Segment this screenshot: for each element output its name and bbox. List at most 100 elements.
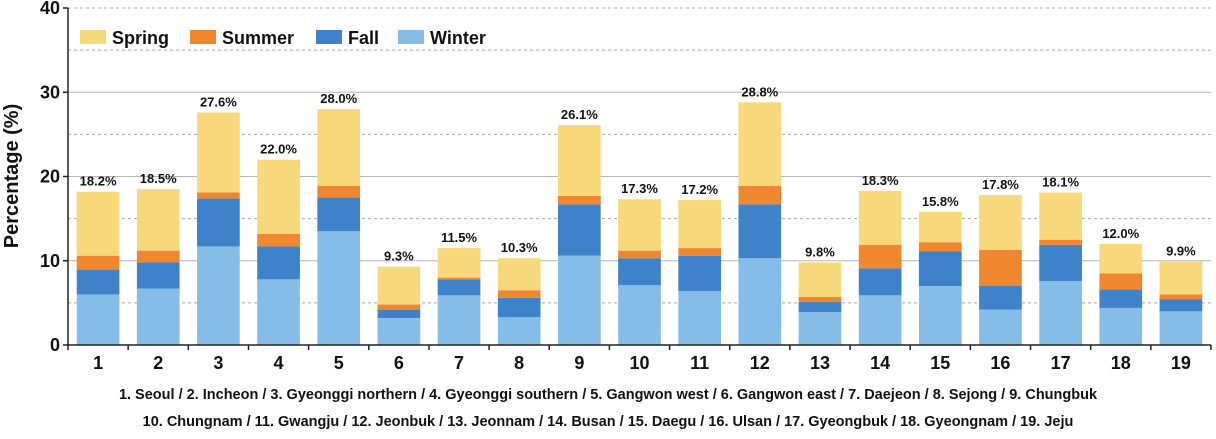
bar-winter-16 xyxy=(979,309,1022,345)
bar-summer-1 xyxy=(76,255,120,271)
bar-fall-3 xyxy=(197,198,240,247)
data-label-19: 9.9% xyxy=(1166,244,1196,259)
x-tick-label-18: 18 xyxy=(1111,353,1131,373)
bar-fall-11 xyxy=(678,255,722,292)
bar-fall-8 xyxy=(497,297,541,318)
bar-winter-10 xyxy=(618,285,661,345)
data-label-9: 26.1% xyxy=(561,107,598,122)
bar-winter-15 xyxy=(918,286,962,345)
bar-summer-4 xyxy=(257,233,300,247)
x-tick-label-9: 9 xyxy=(574,353,584,373)
region-caption-line-2: 10. Chungnam / 11. Gwangju / 12. Jeonbuk… xyxy=(142,414,1074,430)
bar-summer-12 xyxy=(738,185,782,205)
data-label-4: 22.0% xyxy=(260,142,297,157)
x-tick-label-11: 11 xyxy=(690,353,709,373)
bar-winter-18 xyxy=(1099,307,1143,345)
bar-summer-14 xyxy=(858,244,902,269)
bar-spring-2 xyxy=(136,189,180,251)
bar-summer-10 xyxy=(618,250,661,259)
data-label-8: 10.3% xyxy=(501,240,538,255)
data-label-12: 28.8% xyxy=(741,84,778,99)
bar-winter-4 xyxy=(257,279,300,345)
legend-swatch-fall xyxy=(316,30,342,44)
legend: Spring Summer Fall Winter xyxy=(80,28,486,48)
bar-winter-2 xyxy=(136,288,180,345)
bar-fall-16 xyxy=(979,286,1022,310)
bar-spring-15 xyxy=(918,211,962,243)
y-tick-label-20: 20 xyxy=(40,167,60,187)
stacked-bar-chart: 18.2% 18.5% 27.6% 22.0% 28.0% 9.3% 11.5% 10.3% 2… xyxy=(1,0,1212,373)
bar-spring-19 xyxy=(1159,261,1203,295)
data-label-17: 18.1% xyxy=(1042,175,1079,190)
data-label-11: 17.2% xyxy=(681,182,718,197)
bar-winter-1 xyxy=(76,294,120,345)
x-tick-label-10: 10 xyxy=(629,353,649,373)
bar-spring-7 xyxy=(437,248,481,278)
data-label-1: 18.2% xyxy=(80,174,117,189)
bars: 18.2% 18.5% 27.6% 22.0% 28.0% 9.3% 11.5% 10.3% 2… xyxy=(76,84,1203,345)
data-label-6: 9.3% xyxy=(384,249,414,264)
bar-winter-6 xyxy=(377,318,421,345)
y-tick-label-10: 10 xyxy=(40,251,60,271)
legend-label-summer: Summer xyxy=(222,28,294,48)
bar-winter-14 xyxy=(858,295,902,345)
y-axis-label: Percentage (%) xyxy=(1,104,23,249)
data-label-5: 28.0% xyxy=(320,91,357,106)
data-label-14: 18.3% xyxy=(862,173,899,188)
x-tick-label-19: 19 xyxy=(1171,353,1191,373)
bar-winter-12 xyxy=(738,258,782,345)
bar-winter-17 xyxy=(1039,280,1082,345)
bar-fall-1 xyxy=(76,270,120,295)
bar-spring-4 xyxy=(257,159,300,234)
bar-winter-11 xyxy=(678,291,722,345)
y-tick-label-40: 40 xyxy=(40,0,60,18)
bar-spring-11 xyxy=(678,200,722,249)
bar-winter-5 xyxy=(317,231,361,345)
bar-spring-16 xyxy=(979,195,1022,250)
y-tick-label-30: 30 xyxy=(40,82,60,102)
data-label-18: 12.0% xyxy=(1102,226,1139,241)
data-label-13: 9.8% xyxy=(805,244,835,259)
x-tick-label-5: 5 xyxy=(334,353,344,373)
legend-swatch-spring xyxy=(80,30,106,44)
x-tick-label-15: 15 xyxy=(930,353,950,373)
data-label-16: 17.8% xyxy=(982,177,1019,192)
bar-fall-9 xyxy=(557,204,601,256)
bar-winter-3 xyxy=(197,246,240,345)
bar-fall-17 xyxy=(1039,244,1082,281)
legend-label-fall: Fall xyxy=(348,28,379,48)
bar-summer-19 xyxy=(1159,294,1203,300)
legend-swatch-winter xyxy=(398,30,424,44)
bar-summer-2 xyxy=(136,250,180,263)
bar-spring-1 xyxy=(76,191,120,256)
legend-swatch-summer xyxy=(190,30,216,44)
bar-summer-16 xyxy=(979,249,1022,287)
x-tick-label-2: 2 xyxy=(153,353,163,373)
x-tick-label-14: 14 xyxy=(870,353,890,373)
bar-fall-5 xyxy=(317,197,361,232)
bar-winter-7 xyxy=(437,295,481,345)
bar-summer-5 xyxy=(317,185,361,198)
bar-fall-15 xyxy=(918,251,962,287)
bar-summer-3 xyxy=(197,192,240,199)
x-tick-label-1: 1 xyxy=(93,353,103,373)
bar-fall-7 xyxy=(437,279,481,296)
bar-spring-17 xyxy=(1039,192,1082,240)
x-tick-label-12: 12 xyxy=(750,353,770,373)
x-tick-label-4: 4 xyxy=(274,353,284,373)
bar-fall-2 xyxy=(136,262,180,289)
y-tick-label-0: 0 xyxy=(50,335,60,355)
bar-spring-8 xyxy=(497,258,541,291)
bar-spring-13 xyxy=(798,262,842,297)
legend-label-spring: Spring xyxy=(112,28,169,48)
bar-fall-12 xyxy=(738,204,782,259)
data-label-15: 15.8% xyxy=(922,194,959,209)
legend-label-winter: Winter xyxy=(430,28,486,48)
bar-summer-6 xyxy=(377,304,421,310)
x-tick-label-8: 8 xyxy=(514,353,524,373)
bar-summer-18 xyxy=(1099,273,1143,290)
bar-winter-13 xyxy=(798,312,842,345)
data-label-2: 18.5% xyxy=(140,171,177,186)
bar-winter-9 xyxy=(557,255,601,345)
bar-summer-15 xyxy=(918,242,962,252)
